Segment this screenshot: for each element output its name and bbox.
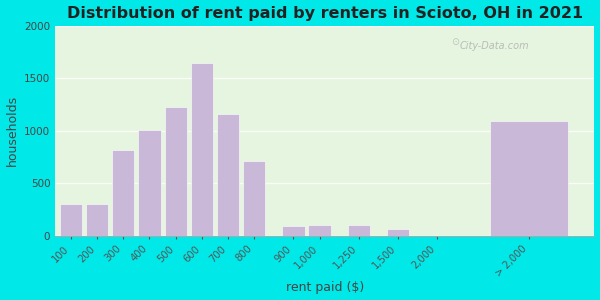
- Bar: [308, 225, 331, 236]
- Title: Distribution of rent paid by renters in Scioto, OH in 2021: Distribution of rent paid by renters in …: [67, 6, 583, 21]
- Bar: [387, 229, 409, 236]
- Bar: [86, 204, 108, 236]
- Bar: [490, 122, 568, 236]
- Y-axis label: households: households: [5, 95, 19, 166]
- Text: City-Data.com: City-Data.com: [460, 40, 529, 51]
- Text: ⊙: ⊙: [452, 38, 460, 47]
- Bar: [139, 130, 161, 236]
- Bar: [112, 150, 134, 236]
- Bar: [243, 161, 265, 236]
- Bar: [164, 107, 187, 236]
- Bar: [348, 225, 370, 236]
- Bar: [60, 204, 82, 236]
- Bar: [191, 63, 213, 236]
- X-axis label: rent paid ($): rent paid ($): [286, 281, 364, 294]
- Bar: [217, 114, 239, 236]
- Bar: [282, 226, 305, 236]
